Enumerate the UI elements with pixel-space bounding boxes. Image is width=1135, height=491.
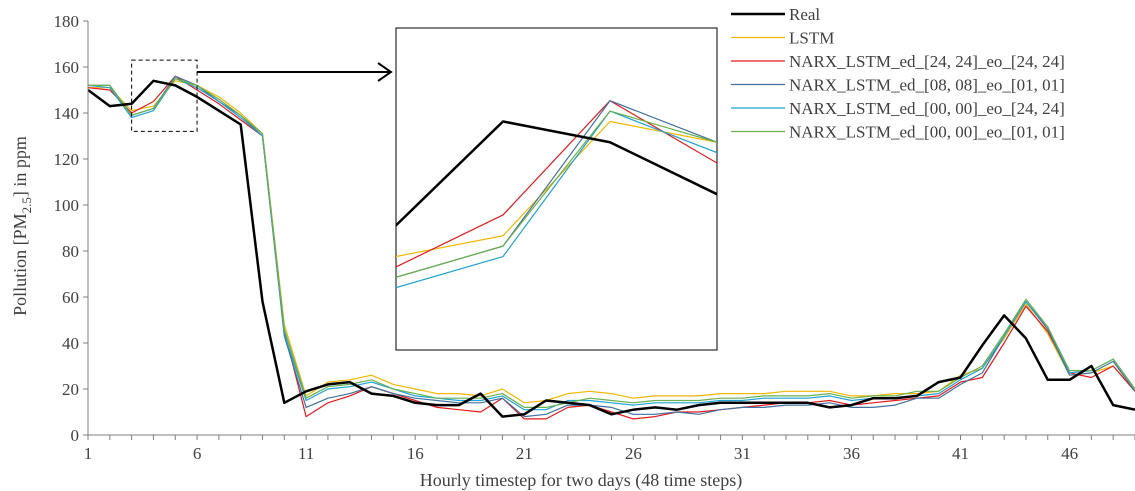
legend-label-3: NARX_LSTM_ed_[08, 08]_eo_[01, 01] [789, 76, 1065, 95]
x-tick-label: 31 [734, 444, 751, 463]
y-tick-label: 100 [54, 196, 80, 215]
y-tick-label: 120 [54, 150, 80, 169]
inset-zoom-panel [131, 27, 718, 351]
legend-label-0: Real [789, 5, 820, 24]
y-tick-label: 60 [62, 288, 79, 307]
inset-series-line-3 [396, 100, 717, 278]
legend: Real LSTM NARX_LSTM_ed_[24, 24]_eo_[24, 24… [731, 5, 1065, 142]
y-tick-label: 180 [54, 12, 80, 31]
x-axis-title: Hourly timestep for two days (48 time st… [420, 470, 742, 491]
y-axis-title-part: ] in ppm [10, 136, 30, 197]
inset-frame [395, 27, 718, 351]
y-tick-label: 0 [71, 426, 80, 445]
y-tick-label: 160 [54, 58, 80, 77]
x-tick-label: 26 [625, 444, 642, 463]
plot-series-group [88, 75, 1135, 420]
zoom-source-box [131, 59, 198, 132]
zoom-arrow-head [377, 62, 393, 82]
legend-label-2: NARX_LSTM_ed_[24, 24]_eo_[24, 24] [789, 52, 1065, 71]
inset-series-line-4 [396, 110, 717, 289]
series-line-0 [88, 79, 1135, 418]
y-tick-label: 40 [62, 334, 79, 353]
y-tick-label: 140 [54, 104, 80, 123]
x-tick-label: 6 [193, 444, 202, 463]
x-tick-label: 36 [843, 444, 860, 463]
y-axis-title-subscript: 2.5 [19, 197, 34, 213]
inset-series-line-2 [396, 100, 717, 268]
inset-series-line-0 [396, 120, 717, 227]
x-tick-label: 46 [1061, 444, 1078, 463]
legend-label-5: NARX_LSTM_ed_[00, 00]_eo_[01, 01] [789, 123, 1065, 142]
x-tick-label: 41 [952, 444, 969, 463]
x-tick-label: 11 [298, 444, 314, 463]
x-tick-label: 21 [516, 444, 533, 463]
legend-label-4: NARX_LSTM_ed_[00, 00]_eo_[24, 24] [789, 99, 1065, 118]
inset-series-line-5 [396, 110, 717, 278]
x-tick-label: 16 [407, 444, 424, 463]
y-axis-title: Pollution [PM2.5] in ppm [10, 136, 34, 316]
legend-label-1: LSTM [789, 29, 834, 48]
x-tick-label: 1 [84, 444, 93, 463]
y-axis-title-part: Pollution [PM [10, 213, 30, 316]
y-tick-label: 20 [62, 380, 79, 399]
y-tick-label: 80 [62, 242, 79, 261]
